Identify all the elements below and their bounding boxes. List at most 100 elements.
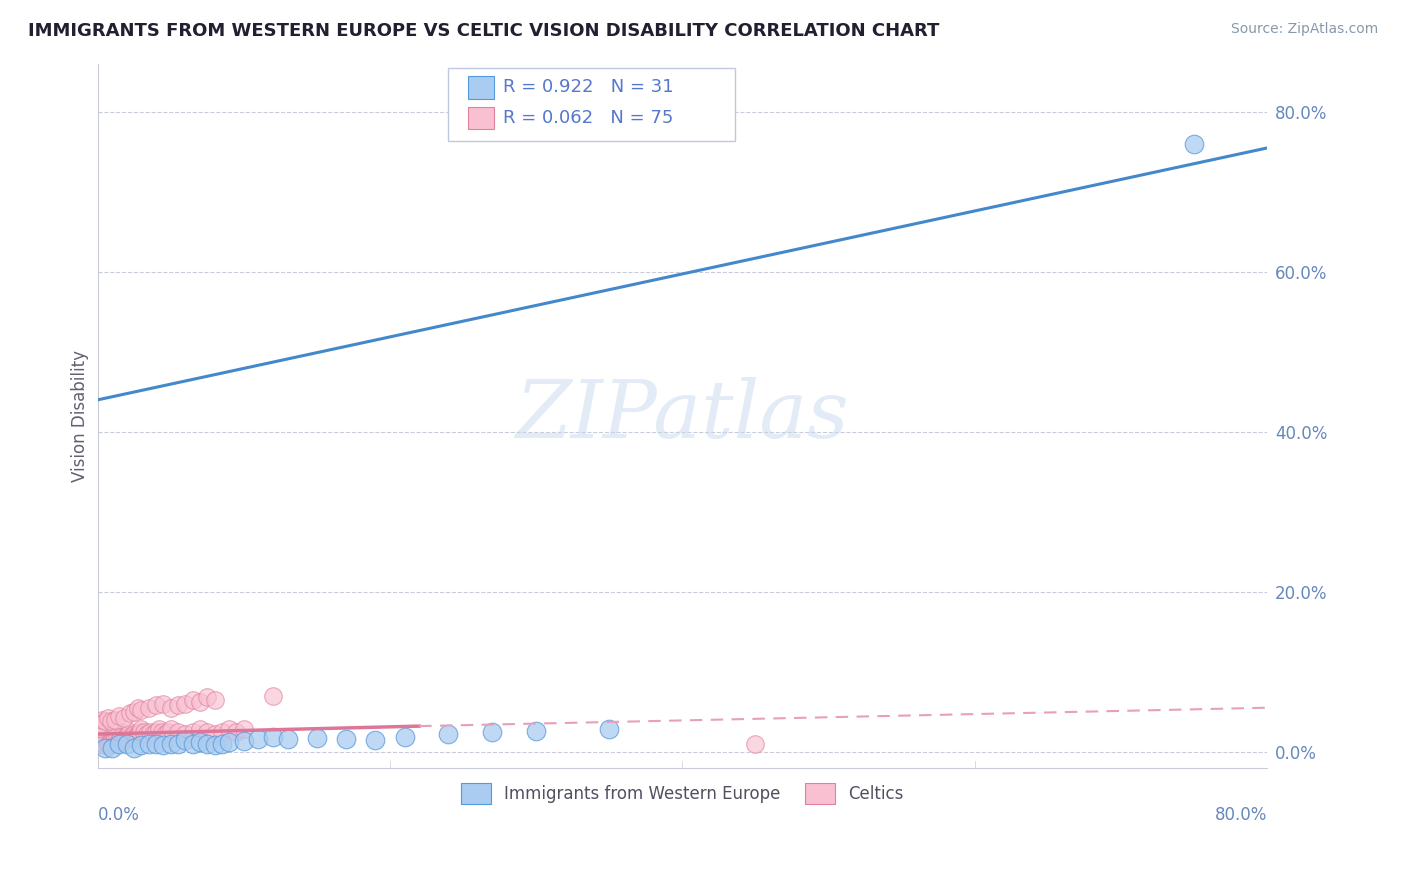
Point: [114, 731, 136, 745]
Bar: [468, 107, 494, 129]
Point: [152, 739, 174, 753]
Point: [204, 739, 226, 753]
Y-axis label: Vision Disability: Vision Disability: [72, 350, 89, 482]
Point: [188, 695, 211, 709]
Point: [394, 731, 416, 745]
Point: [247, 731, 270, 746]
Point: [181, 737, 204, 751]
Point: [104, 713, 127, 727]
Point: [195, 737, 218, 751]
Bar: [468, 76, 494, 98]
Point: [100, 714, 122, 729]
Point: [101, 737, 124, 751]
Point: [156, 724, 179, 739]
Text: 80.0%: 80.0%: [1215, 806, 1267, 824]
Point: [107, 735, 129, 749]
Point: [142, 727, 165, 741]
Point: [100, 735, 122, 749]
Point: [211, 724, 233, 739]
Point: [108, 708, 131, 723]
Point: [103, 732, 125, 747]
Point: [108, 737, 131, 751]
Point: [138, 737, 160, 751]
Legend: Immigrants from Western Europe, Celtics: Immigrants from Western Europe, Celtics: [453, 775, 912, 812]
Text: R = 0.922   N = 31: R = 0.922 N = 31: [503, 78, 673, 96]
Text: Source: ZipAtlas.com: Source: ZipAtlas.com: [1230, 22, 1378, 37]
Point: [335, 731, 357, 746]
Point: [218, 735, 240, 749]
Point: [181, 692, 204, 706]
Point: [188, 723, 211, 737]
Point: [744, 737, 766, 751]
Point: [104, 731, 127, 745]
Point: [481, 724, 503, 739]
Point: [232, 733, 254, 747]
Point: [167, 724, 190, 739]
FancyBboxPatch shape: [449, 68, 735, 142]
Point: [118, 706, 141, 721]
Point: [129, 724, 152, 739]
Point: [136, 727, 159, 741]
Point: [145, 724, 167, 739]
Point: [1182, 136, 1205, 151]
Text: R = 0.062   N = 75: R = 0.062 N = 75: [503, 109, 673, 128]
Point: [524, 723, 547, 738]
Point: [195, 690, 218, 705]
Point: [125, 731, 148, 745]
Point: [159, 723, 181, 737]
Point: [89, 716, 111, 731]
Point: [115, 729, 138, 743]
Point: [101, 740, 124, 755]
Point: [305, 731, 328, 745]
Point: [181, 724, 204, 739]
Point: [97, 711, 120, 725]
Point: [277, 731, 299, 746]
Point: [93, 737, 115, 751]
Point: [211, 737, 233, 751]
Point: [111, 735, 134, 749]
Point: [364, 732, 387, 747]
Point: [138, 700, 160, 714]
Point: [87, 721, 110, 735]
Point: [437, 727, 460, 741]
Point: [232, 723, 254, 737]
Point: [117, 727, 139, 741]
Point: [167, 698, 190, 713]
Text: 0.0%: 0.0%: [97, 806, 139, 824]
Point: [87, 737, 110, 751]
Point: [174, 727, 197, 741]
Point: [112, 732, 135, 747]
Point: [131, 703, 153, 717]
Point: [148, 723, 170, 737]
Point: [122, 740, 145, 755]
Point: [89, 735, 111, 749]
Point: [145, 698, 167, 713]
Point: [91, 732, 114, 747]
Point: [139, 724, 162, 739]
Point: [122, 705, 145, 719]
Point: [122, 727, 145, 741]
Point: [262, 689, 284, 703]
Point: [131, 739, 153, 753]
Point: [152, 697, 174, 711]
Point: [188, 735, 211, 749]
Point: [159, 737, 181, 751]
Point: [145, 737, 167, 751]
Point: [94, 739, 117, 753]
Point: [150, 724, 173, 739]
Point: [94, 740, 117, 755]
Point: [124, 729, 146, 743]
Point: [96, 732, 118, 747]
Point: [153, 727, 176, 741]
Point: [98, 739, 121, 753]
Point: [131, 723, 153, 737]
Point: [120, 729, 142, 743]
Point: [598, 723, 620, 737]
Point: [204, 692, 226, 706]
Point: [128, 727, 150, 741]
Point: [159, 700, 181, 714]
Point: [108, 732, 131, 747]
Point: [110, 731, 132, 745]
Point: [167, 737, 190, 751]
Point: [174, 697, 197, 711]
